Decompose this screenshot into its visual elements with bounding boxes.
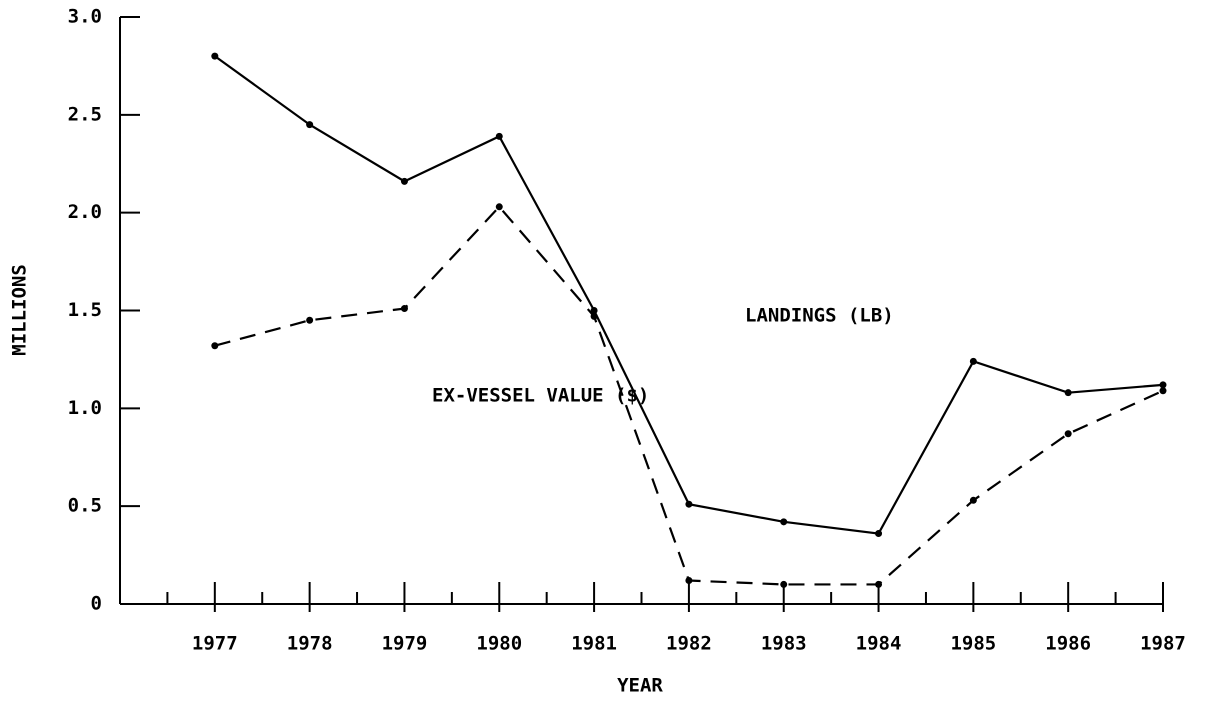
x-tick-label: 1987 xyxy=(1140,633,1186,655)
series-point xyxy=(495,203,503,211)
series-point xyxy=(590,312,598,320)
y-tick-label: 0 xyxy=(91,593,102,615)
x-axis-label: YEAR xyxy=(617,675,663,697)
x-tick-label: 1984 xyxy=(856,633,902,655)
series-line xyxy=(214,205,1164,586)
x-tick-label: 1985 xyxy=(950,633,996,655)
y-axis-label: MILLIONS xyxy=(9,264,31,356)
series-point xyxy=(969,357,977,365)
series-point xyxy=(685,577,693,585)
series-point xyxy=(306,316,314,324)
series-point xyxy=(1064,430,1072,438)
series-point xyxy=(1159,381,1167,389)
series-point xyxy=(211,52,219,60)
series-point xyxy=(400,177,408,185)
x-tick-label: 1982 xyxy=(666,633,712,655)
series-point xyxy=(969,496,977,504)
x-tick-label: 1978 xyxy=(287,633,333,655)
series-point xyxy=(495,132,503,140)
series-point xyxy=(780,518,788,526)
y-tick-label: 3.0 xyxy=(68,6,102,28)
y-tick-label: 2.5 xyxy=(68,103,102,125)
y-tick-label: 1.0 xyxy=(68,397,102,419)
series-point xyxy=(780,580,788,588)
x-tick-label: 1981 xyxy=(571,633,617,655)
x-tick-label: 1979 xyxy=(382,633,428,655)
y-tick-label: 0.5 xyxy=(68,495,102,517)
series-point xyxy=(306,121,314,129)
series-point xyxy=(590,307,598,314)
x-tick-label: 1986 xyxy=(1045,633,1091,655)
series-point xyxy=(1064,389,1072,397)
series-point xyxy=(685,500,693,508)
series-line xyxy=(214,55,1164,535)
x-tick-label: 1977 xyxy=(192,633,238,655)
series-point xyxy=(400,305,408,313)
y-tick-label: 1.5 xyxy=(68,299,102,321)
series-point xyxy=(875,580,883,588)
x-tick-label: 1983 xyxy=(761,633,807,655)
x-tick-label: 1980 xyxy=(476,633,522,655)
series-annotation: LANDINGS (LB) xyxy=(745,305,894,327)
series-annotation: EX-VESSEL VALUE ($) xyxy=(432,385,649,407)
y-tick-label: 2.0 xyxy=(68,201,102,223)
series-point xyxy=(211,342,219,350)
series-point xyxy=(875,530,883,538)
series-point xyxy=(1159,387,1167,395)
